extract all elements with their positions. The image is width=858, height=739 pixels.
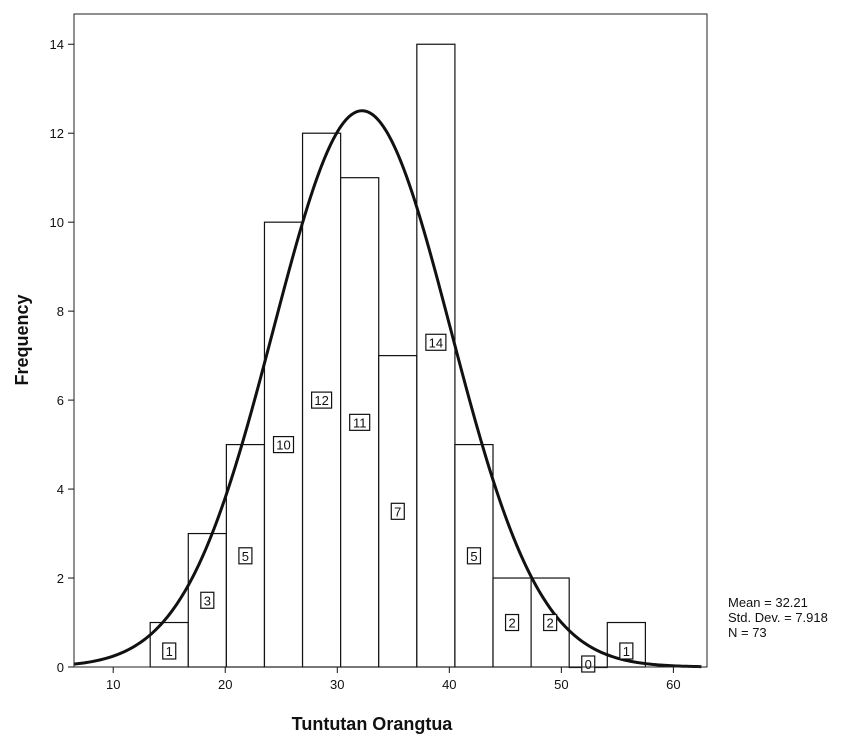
bar-value-box [390, 502, 405, 520]
y-tick-label: 14 [50, 37, 64, 52]
bar-labels-layer: 1 3 5 10 12 11 7 14 5 2 2 0 1 [162, 333, 634, 673]
bar-value-box [310, 391, 333, 409]
y-tick-label: 2 [57, 571, 64, 586]
x-tick-label: 10 [106, 677, 120, 692]
bar-value-box [200, 591, 215, 609]
y-tick-label: 6 [57, 393, 64, 408]
x-tick-label: 60 [666, 677, 680, 692]
bar-value-box [543, 613, 558, 632]
bar-value-label: 12 [310, 391, 333, 409]
bar-value-label: 2 [543, 613, 558, 632]
y-tick-label: 8 [57, 304, 64, 319]
x-tick-label: 20 [218, 677, 232, 692]
bar-value-text: 2 [508, 616, 515, 631]
bar-value-label: 11 [349, 413, 371, 431]
stats-n: N = 73 [728, 625, 767, 640]
bar-value-box [466, 547, 482, 565]
bars-layer [149, 43, 646, 669]
bar-value-text: 0 [585, 657, 592, 672]
y-tick-label: 0 [57, 660, 64, 675]
plot-frame [73, 13, 708, 668]
bar-value-text: 1 [166, 644, 173, 659]
bar-value-label: 10 [272, 435, 295, 454]
bar-value-label: 14 [425, 333, 447, 351]
bar-value-text: 5 [470, 549, 477, 564]
bar-value-label: 5 [466, 547, 482, 565]
bar-value-box [504, 613, 520, 632]
bar-value-box [619, 642, 634, 660]
y-tick-label: 10 [50, 215, 64, 230]
y-axis-label: Frequency [12, 294, 32, 385]
bar-value-text: 14 [429, 335, 443, 350]
y-tick-label: 4 [57, 482, 64, 497]
x-axis-label: Tuntutan Orangtua [292, 714, 454, 734]
y-tick-label: 12 [50, 126, 64, 141]
bar-value-text: 5 [242, 549, 249, 564]
bar-value-label: 0 [581, 655, 596, 673]
bar-value-label: 1 [619, 642, 634, 660]
bar-value-text: 1 [623, 644, 630, 659]
bar-value-box [272, 435, 295, 454]
bar-value-text: 2 [547, 616, 554, 631]
bar-value-label: 2 [504, 613, 520, 632]
bar-value-text: 7 [394, 504, 401, 519]
stats-std-dev: Std. Dev. = 7.918 [728, 610, 828, 625]
stats-mean: Mean = 32.21 [728, 595, 808, 610]
bar-value-text: 10 [276, 438, 290, 453]
bar-value-label: 3 [200, 591, 215, 609]
x-tick-label: 40 [442, 677, 456, 692]
normal-curve [73, 109, 702, 669]
bar-value-text: 3 [204, 593, 211, 608]
bar-value-text: 11 [353, 415, 367, 430]
bar-value-label: 7 [390, 502, 405, 520]
stats-box: Mean = 32.21 Std. Dev. = 7.918 N = 73 [728, 595, 828, 640]
histogram-bar [416, 43, 456, 668]
bar-value-label: 5 [238, 547, 253, 565]
x-tick-label: 30 [330, 677, 344, 692]
x-tick-label: 50 [554, 677, 568, 692]
bar-value-box [238, 547, 253, 565]
bar-value-label: 1 [162, 642, 177, 660]
bar-value-box [349, 413, 371, 431]
bar-value-box [425, 333, 447, 351]
bar-value-text: 12 [314, 393, 328, 408]
bar-value-box [581, 655, 596, 673]
bar-value-box [162, 642, 177, 660]
curve-layer [73, 109, 702, 669]
